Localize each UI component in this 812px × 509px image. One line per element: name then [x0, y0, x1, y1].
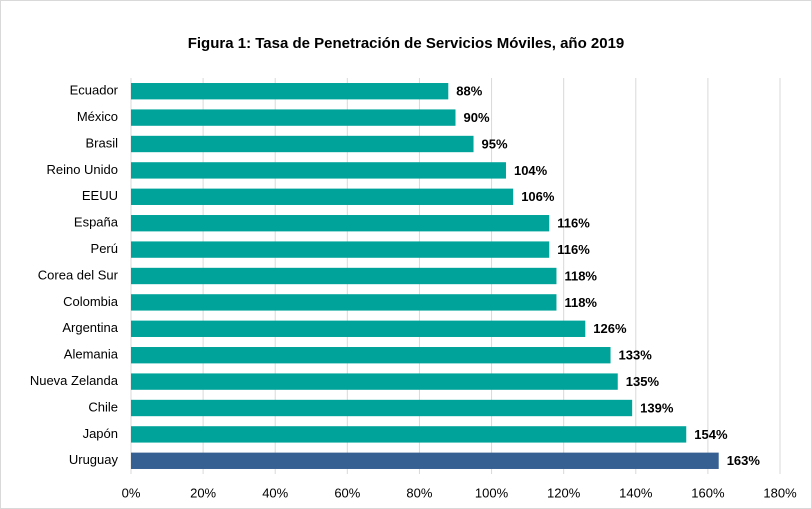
- y-tick-label: Japón: [83, 426, 118, 441]
- data-label: 135%: [626, 374, 660, 389]
- bar: [131, 373, 618, 390]
- bar: [131, 83, 449, 100]
- y-tick-label: Argentina: [62, 320, 118, 335]
- bar: [131, 426, 687, 443]
- y-tick-label: Reino Unido: [46, 162, 118, 177]
- y-tick-label: Colombia: [63, 294, 119, 309]
- y-tick-label: Corea del Sur: [38, 267, 119, 282]
- bar: [131, 109, 456, 126]
- data-label: 118%: [564, 268, 597, 283]
- x-tick-label: 0%: [122, 485, 141, 500]
- bar: [131, 320, 586, 337]
- chart-title: Figura 1: Tasa de Penetración de Servici…: [188, 35, 625, 52]
- x-tick-label: 160%: [691, 485, 725, 500]
- data-label: 95%: [482, 136, 508, 151]
- data-label: 154%: [694, 427, 728, 442]
- y-tick-label: Alemania: [64, 347, 119, 362]
- y-tick-label: España: [74, 215, 119, 230]
- data-label: 126%: [593, 321, 627, 336]
- y-tick-label: México: [77, 109, 118, 124]
- x-tick-label: 140%: [619, 485, 653, 500]
- data-label: 106%: [521, 189, 555, 204]
- bar: [131, 294, 557, 311]
- data-label: 116%: [557, 216, 590, 231]
- y-tick-label: Chile: [88, 399, 118, 414]
- bar: [131, 241, 550, 258]
- data-label: 88%: [456, 84, 482, 99]
- x-tick-label: 60%: [334, 485, 360, 500]
- data-label: 163%: [727, 453, 761, 468]
- bar: [131, 399, 633, 417]
- x-tick-label: 80%: [406, 485, 432, 500]
- bar: [131, 135, 474, 153]
- data-label: 133%: [619, 348, 653, 363]
- x-tick-label: 120%: [547, 485, 581, 500]
- x-tick-label: 40%: [262, 485, 288, 500]
- y-tick-label: Uruguay: [69, 452, 119, 467]
- data-label: 139%: [640, 400, 674, 415]
- bar: [131, 188, 514, 205]
- bar: [131, 215, 550, 232]
- y-tick-label: Nueva Zelanda: [30, 373, 119, 388]
- x-tick-label: 100%: [475, 485, 509, 500]
- bar: [131, 267, 557, 285]
- x-tick-label: 180%: [763, 485, 797, 500]
- data-label: 90%: [464, 110, 490, 125]
- y-tick-label: Perú: [91, 241, 118, 256]
- data-label: 118%: [564, 295, 597, 310]
- bar: [131, 162, 506, 179]
- bar: [131, 347, 611, 364]
- data-label: 116%: [557, 242, 590, 257]
- x-tick-label: 20%: [190, 485, 216, 500]
- y-tick-label: Ecuador: [70, 83, 119, 98]
- data-label: 104%: [514, 163, 548, 178]
- y-tick-label: EEUU: [82, 188, 118, 203]
- bar: [131, 452, 719, 469]
- y-tick-label: Brasil: [85, 135, 118, 150]
